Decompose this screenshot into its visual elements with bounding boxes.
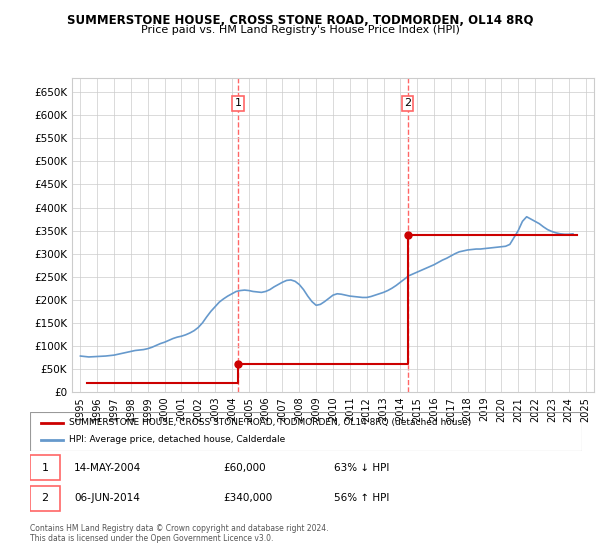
Text: SUMMERSTONE HOUSE, CROSS STONE ROAD, TODMORDEN, OL14 8RQ (detached house): SUMMERSTONE HOUSE, CROSS STONE ROAD, TOD…	[68, 418, 471, 427]
Text: 63% ↓ HPI: 63% ↓ HPI	[334, 463, 389, 473]
Text: Price paid vs. HM Land Registry's House Price Index (HPI): Price paid vs. HM Land Registry's House …	[140, 25, 460, 35]
Text: 1: 1	[235, 99, 242, 109]
Bar	[30, 455, 61, 480]
Text: 2: 2	[404, 99, 411, 109]
Text: £340,000: £340,000	[223, 493, 272, 503]
Text: 56% ↑ HPI: 56% ↑ HPI	[334, 493, 389, 503]
Text: 1: 1	[41, 463, 49, 473]
Text: HPI: Average price, detached house, Calderdale: HPI: Average price, detached house, Cald…	[68, 435, 285, 444]
Bar	[30, 486, 61, 511]
Text: 14-MAY-2004: 14-MAY-2004	[74, 463, 142, 473]
Text: 2: 2	[41, 493, 49, 503]
Text: 06-JUN-2014: 06-JUN-2014	[74, 493, 140, 503]
Text: SUMMERSTONE HOUSE, CROSS STONE ROAD, TODMORDEN, OL14 8RQ: SUMMERSTONE HOUSE, CROSS STONE ROAD, TOD…	[67, 14, 533, 27]
Text: £60,000: £60,000	[223, 463, 266, 473]
Text: Contains HM Land Registry data © Crown copyright and database right 2024.
This d: Contains HM Land Registry data © Crown c…	[30, 524, 329, 543]
